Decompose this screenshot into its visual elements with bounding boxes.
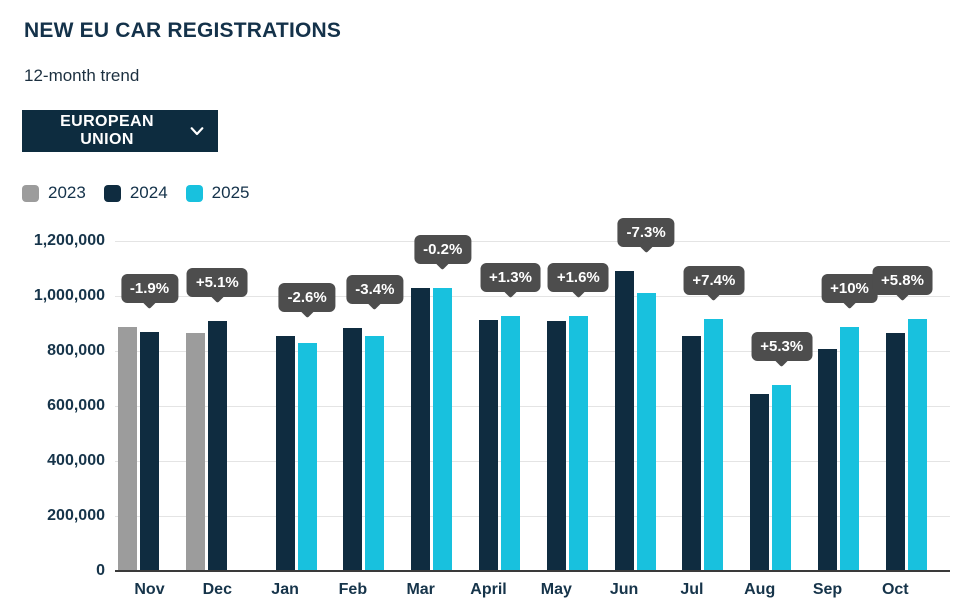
x-axis-label-feb: Feb xyxy=(338,581,368,598)
x-axis-label-sep: Sep xyxy=(812,581,843,598)
x-axis-line xyxy=(115,570,950,572)
bar-2024-april[interactable] xyxy=(479,319,498,571)
bar-2025-jul[interactable] xyxy=(704,319,724,571)
bar-2024-sep[interactable] xyxy=(818,349,837,572)
x-axis-label-jul: Jul xyxy=(680,581,704,598)
legend: 2023 2024 2025 xyxy=(22,183,249,203)
bar-2024-feb[interactable] xyxy=(343,327,363,571)
change-tooltip-mar: -0.2% xyxy=(414,234,472,264)
gridline xyxy=(115,461,950,462)
bar-2024-jun[interactable] xyxy=(614,271,634,572)
change-tooltip-may: +1.6% xyxy=(547,263,609,293)
legend-swatch-2023 xyxy=(22,184,39,202)
bar-2025-jan[interactable] xyxy=(297,342,317,571)
bar-2025-sep[interactable] xyxy=(840,327,859,571)
legend-label: 2023 xyxy=(48,183,86,202)
legend-label: 2025 xyxy=(211,183,250,202)
change-tooltip-dec: +5.1% xyxy=(186,267,248,297)
x-axis-label-jan: Jan xyxy=(271,581,299,598)
y-axis-tick-label: 1,200,000 xyxy=(33,232,105,249)
gridline xyxy=(115,516,950,517)
bar-2023-dec[interactable] xyxy=(185,332,205,571)
bar-2024-jul[interactable] xyxy=(682,336,702,571)
y-axis-tick-label: 200,000 xyxy=(47,507,105,524)
y-axis-tick-label: 600,000 xyxy=(47,397,105,414)
x-axis-label-may: May xyxy=(540,581,572,598)
x-axis-label-jun: Jun xyxy=(609,581,639,598)
change-tooltip-april: +1.3% xyxy=(480,263,541,293)
change-tooltip-feb: -3.4% xyxy=(346,274,404,304)
bar-2024-dec[interactable] xyxy=(207,320,227,571)
bar-2024-jan[interactable] xyxy=(275,336,295,571)
legend-label: 2024 xyxy=(129,183,168,202)
x-axis-label-aug: Aug xyxy=(744,581,776,598)
bar-2024-nov[interactable] xyxy=(140,332,159,571)
gridline xyxy=(115,241,950,242)
bar-2025-feb[interactable] xyxy=(365,336,385,571)
bar-2024-aug[interactable] xyxy=(750,394,770,571)
legend-item-2024[interactable]: 2024 xyxy=(103,183,168,203)
legend-swatch-2024 xyxy=(103,184,121,202)
bar-2025-mar[interactable] xyxy=(433,288,453,571)
change-tooltip-sep: +10% xyxy=(821,274,878,304)
region-dropdown-label: EUROPEAN UNION xyxy=(60,113,154,148)
chart-subtitle: 12-month trend xyxy=(24,66,140,85)
chevron-down-icon xyxy=(190,126,204,135)
gridline xyxy=(115,406,950,407)
bar-2025-may[interactable] xyxy=(568,316,588,572)
x-axis-label-mar: Mar xyxy=(406,581,435,598)
y-axis-tick-label: 1,000,000 xyxy=(33,287,105,304)
page-title: NEW EU CAR REGISTRATIONS xyxy=(24,19,342,42)
bar-2024-oct[interactable] xyxy=(885,333,905,571)
x-axis-label-oct: Oct xyxy=(881,581,909,598)
bar-2023-nov[interactable] xyxy=(118,327,137,572)
region-dropdown[interactable]: EUROPEAN UNION xyxy=(22,110,218,152)
bar-2024-mar[interactable] xyxy=(411,287,431,571)
y-axis-tick-label: 800,000 xyxy=(47,342,105,359)
change-tooltip-aug: +5.3% xyxy=(751,332,813,362)
gridline xyxy=(115,296,950,297)
legend-item-2025[interactable]: 2025 xyxy=(185,183,250,203)
change-tooltip-oct: +5.8% xyxy=(872,266,933,296)
gridline xyxy=(115,351,950,352)
legend-item-2023[interactable]: 2023 xyxy=(22,183,86,203)
legend-swatch-2025 xyxy=(185,184,203,202)
change-tooltip-nov: -1.9% xyxy=(120,274,179,304)
y-axis-tick-label: 400,000 xyxy=(47,452,105,469)
bar-2025-oct[interactable] xyxy=(907,319,927,571)
change-tooltip-jun: -7.3% xyxy=(617,218,675,248)
bar-2025-aug[interactable] xyxy=(772,385,792,571)
bar-2025-april[interactable] xyxy=(501,316,520,572)
change-tooltip-jan: -2.6% xyxy=(278,283,336,313)
y-axis-tick-label: 0 xyxy=(96,562,105,579)
bar-2025-jun[interactable] xyxy=(636,293,656,572)
x-axis-label-nov: Nov xyxy=(134,581,165,598)
x-axis-label-dec: Dec xyxy=(202,581,232,598)
change-tooltip-jul: +7.4% xyxy=(683,266,745,296)
bar-2024-may[interactable] xyxy=(546,320,566,571)
x-axis-label-april: April xyxy=(470,581,507,598)
